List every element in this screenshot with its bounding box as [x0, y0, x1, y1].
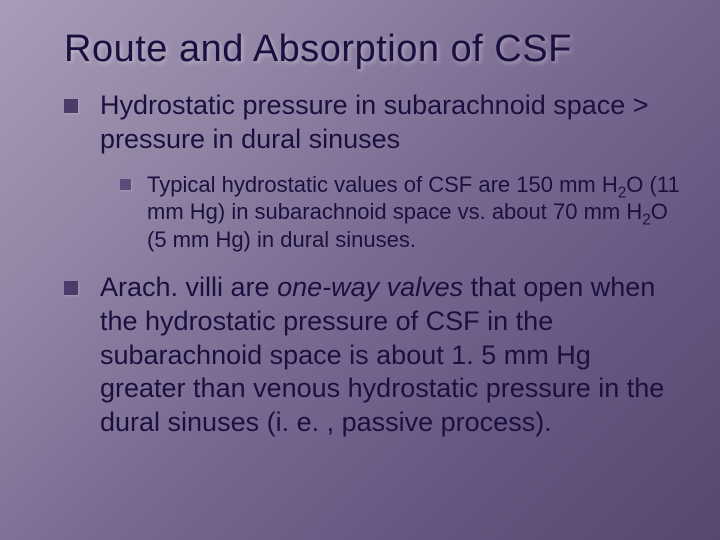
italic-text: one-way valves [277, 272, 463, 302]
slide-title: Route and Absorption of CSF [64, 28, 680, 71]
bullet-level1: Arach. villi are one-way valves that ope… [64, 271, 680, 440]
square-bullet-icon [64, 99, 78, 113]
subscript: 2 [642, 211, 651, 228]
text-fragment: Typical hydrostatic values of CSF are 15… [147, 172, 618, 197]
text-fragment: Arach. villi are [100, 272, 277, 302]
bullet-text: Arach. villi are one-way valves that ope… [100, 271, 680, 440]
square-bullet-icon [64, 281, 78, 295]
bullet-level1: Hydrostatic pressure in subarachnoid spa… [64, 89, 680, 157]
bullet-level2: Typical hydrostatic values of CSF are 15… [120, 171, 680, 254]
bullet-text: Hydrostatic pressure in subarachnoid spa… [100, 89, 680, 157]
square-bullet-icon [120, 179, 131, 190]
slide: Route and Absorption of CSF Hydrostatic … [0, 0, 720, 474]
bullet-text: Typical hydrostatic values of CSF are 15… [147, 171, 680, 254]
